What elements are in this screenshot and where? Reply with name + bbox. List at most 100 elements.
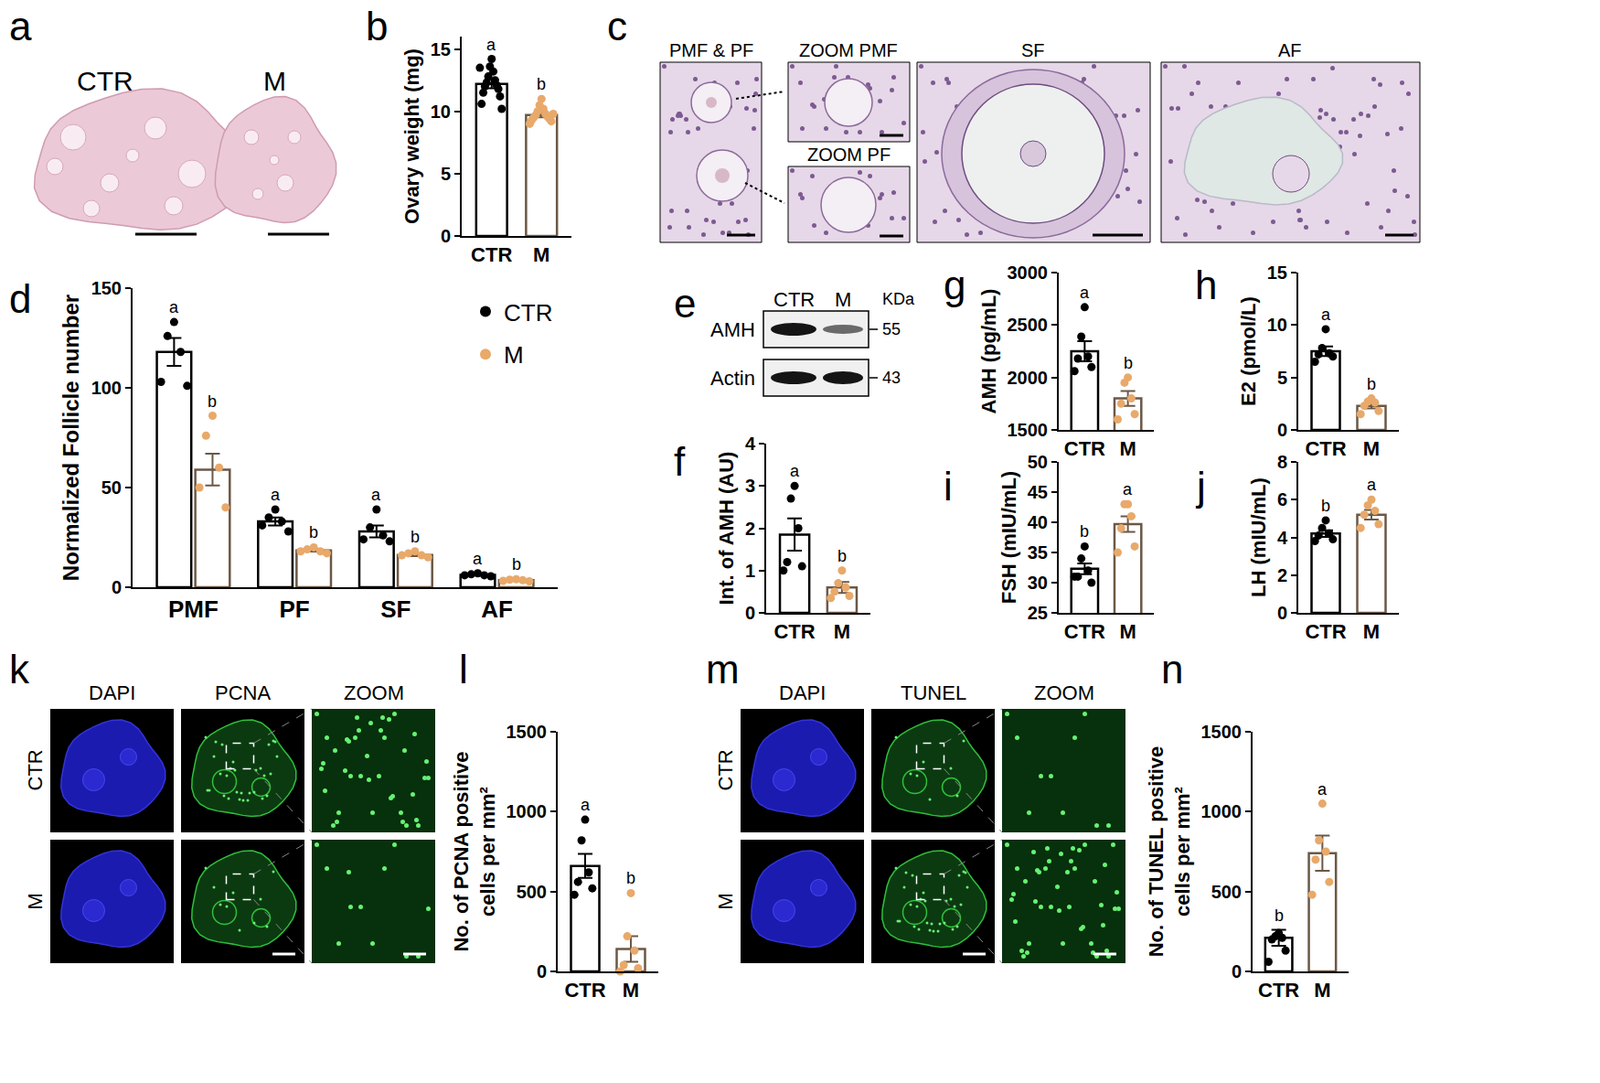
- svg-text:150: 150: [91, 277, 122, 299]
- svg-text:CTR: CTR: [470, 243, 512, 267]
- svg-text:b: b: [309, 522, 319, 542]
- svg-text:a: a: [486, 35, 497, 54]
- svg-text:d: d: [9, 276, 32, 321]
- svg-text:1000: 1000: [1201, 800, 1243, 822]
- svg-text:10: 10: [1267, 314, 1288, 335]
- svg-text:CTR: CTR: [1258, 978, 1300, 1002]
- svg-text:LH (mIU/mL): LH (mIU/mL): [1247, 477, 1270, 598]
- svg-text:c: c: [607, 3, 628, 49]
- svg-text:PMF: PMF: [168, 595, 219, 623]
- svg-text:35: 35: [1027, 542, 1048, 563]
- svg-text:DAPI: DAPI: [88, 681, 136, 704]
- svg-text:CTR: CTR: [773, 288, 815, 311]
- svg-text:SF: SF: [380, 595, 411, 623]
- svg-text:No. of TUNEL positivecells per: No. of TUNEL positivecells per mm²: [1144, 746, 1195, 958]
- svg-text:h: h: [1194, 262, 1217, 308]
- svg-text:2500: 2500: [1007, 314, 1049, 335]
- svg-text:No. of PCNA positivecells per: No. of PCNA positivecells per mm²: [449, 750, 500, 951]
- svg-text:M: M: [714, 892, 737, 909]
- svg-text:15: 15: [1267, 262, 1288, 283]
- svg-text:5: 5: [440, 163, 451, 184]
- svg-text:PF: PF: [279, 595, 310, 623]
- svg-text:M: M: [833, 619, 851, 643]
- svg-text:AMH (pg/mL): AMH (pg/mL): [977, 288, 1001, 415]
- svg-text:CTR: CTR: [714, 748, 737, 790]
- svg-text:M: M: [263, 65, 287, 96]
- svg-text:0: 0: [536, 960, 547, 982]
- svg-text:b: b: [207, 392, 217, 411]
- svg-text:SF: SF: [1021, 40, 1046, 61]
- svg-text:3: 3: [745, 475, 756, 496]
- svg-text:25: 25: [1027, 602, 1048, 623]
- svg-text:5: 5: [1277, 367, 1288, 388]
- svg-text:b: b: [837, 546, 847, 566]
- svg-text:3000: 3000: [1007, 262, 1049, 283]
- svg-text:ZOOM PF: ZOOM PF: [807, 144, 891, 165]
- svg-text:Actin: Actin: [710, 366, 756, 390]
- svg-text:AMH: AMH: [710, 318, 756, 342]
- svg-text:30: 30: [1027, 572, 1048, 593]
- svg-text:0: 0: [745, 602, 756, 623]
- svg-text:1500: 1500: [1201, 721, 1243, 742]
- svg-text:FSH (mIU/mL): FSH (mIU/mL): [997, 470, 1021, 604]
- svg-text:b: b: [626, 868, 636, 887]
- svg-text:0: 0: [111, 576, 122, 598]
- svg-text:a: a: [169, 298, 180, 317]
- svg-text:b: b: [1366, 374, 1376, 394]
- svg-text:55: 55: [882, 320, 901, 339]
- svg-text:b: b: [1274, 906, 1284, 925]
- svg-text:PCNA: PCNA: [214, 681, 271, 704]
- svg-text:a: a: [270, 485, 281, 504]
- svg-text:M: M: [503, 341, 524, 369]
- svg-text:e: e: [673, 280, 696, 326]
- svg-text:E2 (pmol/L): E2 (pmol/L): [1237, 296, 1260, 406]
- svg-text:1500: 1500: [506, 721, 548, 742]
- svg-text:45: 45: [1027, 481, 1048, 502]
- svg-text:43: 43: [882, 368, 901, 387]
- svg-text:b: b: [512, 554, 522, 574]
- svg-text:CTR: CTR: [1304, 619, 1346, 643]
- svg-text:50: 50: [1027, 451, 1048, 472]
- svg-text:2: 2: [1277, 565, 1288, 586]
- svg-text:0: 0: [1277, 419, 1288, 440]
- svg-text:n: n: [1161, 646, 1184, 692]
- svg-text:DAPI: DAPI: [778, 681, 826, 704]
- svg-text:a: a: [580, 795, 591, 814]
- svg-text:i: i: [943, 463, 953, 509]
- svg-text:b: b: [410, 527, 420, 546]
- svg-text:ZOOM PMF: ZOOM PMF: [799, 40, 898, 61]
- svg-text:M: M: [1313, 978, 1331, 1002]
- svg-text:M: M: [1363, 619, 1380, 643]
- svg-text:8: 8: [1277, 451, 1288, 472]
- svg-text:b: b: [365, 3, 388, 49]
- svg-text:ZOOM: ZOOM: [1034, 681, 1095, 704]
- svg-text:15: 15: [430, 39, 451, 60]
- svg-text:6: 6: [1277, 489, 1288, 510]
- svg-text:b: b: [1321, 496, 1331, 515]
- svg-text:M: M: [1363, 437, 1380, 460]
- svg-text:PMF & PF: PMF & PF: [669, 40, 754, 61]
- svg-text:CTR: CTR: [1064, 437, 1106, 460]
- svg-text:100: 100: [91, 377, 122, 398]
- svg-text:2: 2: [745, 518, 756, 539]
- svg-text:a: a: [371, 485, 382, 504]
- svg-text:2000: 2000: [1007, 367, 1049, 388]
- svg-text:a: a: [472, 549, 483, 568]
- svg-text:40: 40: [1027, 512, 1048, 533]
- svg-text:M: M: [1119, 437, 1136, 460]
- svg-text:f: f: [673, 438, 686, 484]
- svg-text:CTR: CTR: [23, 748, 47, 790]
- svg-text:0: 0: [1277, 602, 1288, 623]
- svg-text:Normalized Follicle number: Normalized Follicle number: [58, 294, 84, 581]
- svg-text:KDa: KDa: [882, 289, 916, 309]
- svg-text:b: b: [1123, 353, 1133, 373]
- svg-text:1: 1: [745, 560, 756, 581]
- svg-text:500: 500: [1211, 881, 1242, 902]
- svg-text:b: b: [1079, 522, 1089, 541]
- svg-text:AF: AF: [480, 595, 513, 623]
- svg-text:4: 4: [1277, 527, 1289, 548]
- svg-text:a: a: [1122, 480, 1133, 499]
- svg-text:ZOOM: ZOOM: [343, 681, 405, 704]
- svg-text:CTR: CTR: [773, 619, 815, 643]
- svg-text:Int. of AMH (AU): Int. of AMH (AU): [714, 451, 738, 606]
